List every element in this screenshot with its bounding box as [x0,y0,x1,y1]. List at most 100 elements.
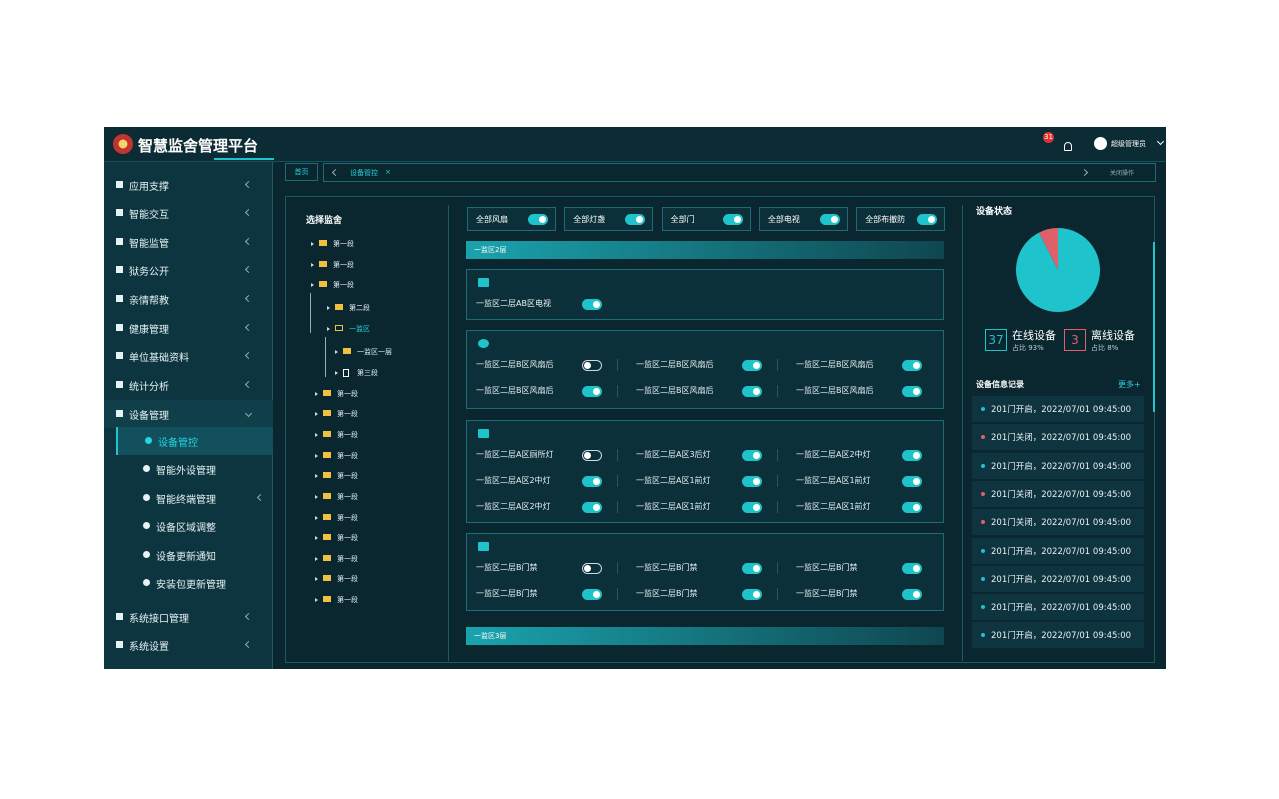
scrollbar [1153,242,1155,412]
toggle-switch[interactable] [582,476,602,487]
sidebar-item[interactable]: 智能交互 [104,199,273,227]
tree-node[interactable]: 第一段 [309,237,429,251]
tree-node[interactable]: 第一段 [313,407,429,421]
tree-node[interactable]: 第一段 [313,449,429,463]
toggle-switch[interactable] [902,476,922,487]
menu-label: 亲情帮教 [129,296,169,307]
toggle-switch[interactable] [902,450,922,461]
toggle-switch[interactable] [582,386,602,397]
sidebar-item[interactable]: 安装包更新管理 [116,569,273,597]
tree-node[interactable]: 第一段 [313,428,429,442]
tree-node[interactable]: 第三段 [333,366,429,380]
sidebar-item[interactable]: 系统接口管理 [104,603,273,631]
fan-icon [478,339,489,348]
status-ratio: 占比 93% [1012,344,1044,352]
sidebar-item[interactable]: 设备管理 [104,400,273,428]
pie-slice [1016,228,1100,312]
menu-icon [143,579,150,586]
file-icon [343,369,349,377]
tree-node[interactable]: 第一段 [313,572,429,586]
tree-node[interactable]: 第一段 [309,258,429,272]
toggle-switch[interactable] [902,589,922,600]
tree-node[interactable]: 第一段 [313,593,429,607]
tab-close[interactable]: × [385,168,391,176]
toggle-switch[interactable] [902,386,922,397]
toggle-switch[interactable] [582,502,602,513]
home-tab[interactable]: 首页 [285,163,318,181]
logo [113,134,133,154]
sidebar-item[interactable]: 智能外设管理 [116,455,273,483]
sidebar-item[interactable]: 系统设置 [104,631,273,659]
tree-caret [311,283,314,287]
menu-icon [116,238,123,245]
device-label: 一监区二层B门禁 [476,589,538,598]
toggle-switch[interactable] [742,386,762,397]
toggle-switch[interactable] [742,360,762,371]
sidebar-item[interactable]: 应用支撑 [104,171,273,199]
tree-node[interactable]: 第二段 [325,301,429,315]
sidebar-item[interactable]: 单位基础资料 [104,342,273,370]
toggle-switch[interactable] [742,589,762,600]
tree-node[interactable]: 第一段 [313,511,429,525]
toggle-switch[interactable] [902,563,922,574]
sidebar-item[interactable]: 设备管控 [116,427,273,455]
record-dot [981,633,985,638]
menu-label: 设备区域调整 [156,523,216,534]
toggle-switch[interactable] [819,214,840,225]
chevron [1156,137,1165,146]
master-toggle-box: 全部灯盏 [564,207,654,231]
sidebar-item[interactable]: 狱务公开 [104,256,273,284]
toggle-switch[interactable] [902,502,922,513]
sidebar-item[interactable]: 智能监管 [104,228,273,256]
tab[interactable]: 设备管控 [350,169,378,177]
tree-node[interactable]: 第一段 [313,469,429,483]
tree-panel [293,205,449,661]
toggle-switch[interactable] [582,299,602,310]
toggle-switch[interactable] [528,214,548,225]
toggle-switch[interactable] [742,563,762,574]
tree-node[interactable]: 第一段 [313,490,429,504]
toggle-switch[interactable] [582,563,602,574]
app: 智慧监舍管理平台 31 超级管理员 应用支撑 智能交互 智能监管 狱务公开 亲情帮教 健康管理单… [104,127,1166,669]
toggle-knob [753,452,760,459]
menu-icon [143,465,150,472]
toggle-switch[interactable] [742,450,762,461]
tree-node[interactable]: 第一段 [313,387,429,401]
chevron [244,380,253,389]
bell-icon[interactable] [1064,142,1072,151]
door-icon [478,542,489,551]
user-avatar[interactable] [1094,137,1107,150]
record-dot [981,548,985,553]
toggle-knob [913,452,920,459]
toggle-switch[interactable] [625,214,646,225]
status-pie [1016,228,1100,312]
toggle-switch[interactable] [742,502,762,513]
toggle-switch[interactable] [582,360,602,371]
chevron [244,409,253,418]
sidebar-item[interactable]: 统计分析 [104,371,273,399]
sidebar-item[interactable]: 亲情帮教 [104,285,273,313]
tab-actions[interactable]: 关闭操作 [1110,170,1135,177]
user-name[interactable]: 超级管理员 [1111,140,1146,148]
sidebar-item[interactable]: 智能终端管理 [116,484,273,512]
toggle-switch[interactable] [582,450,602,461]
toggle-switch[interactable] [582,589,602,600]
tree-node[interactable]: 第一段 [309,278,429,292]
toggle-switch[interactable] [917,214,938,225]
toggle-switch[interactable] [742,476,762,487]
sidebar-item[interactable]: 健康管理 [104,314,273,342]
folder-icon [323,390,331,396]
tree-node[interactable]: 第一段 [313,531,429,545]
tree-node[interactable]: 一监区一层 [333,345,429,359]
sidebar-item[interactable]: 设备区域调整 [116,512,273,540]
toggle-switch[interactable] [902,360,922,371]
toggle-switch[interactable] [722,214,743,225]
records-more[interactable]: 更多+ [1118,380,1141,389]
sidebar-item[interactable]: 设备更新通知 [116,541,273,569]
device-label: 一监区二层B区风扇后 [796,386,874,395]
tree-node[interactable]: 一监区 [325,322,429,336]
chevron [256,493,265,502]
tree-node[interactable]: 第一段 [313,552,429,566]
menu-icon [116,266,123,273]
